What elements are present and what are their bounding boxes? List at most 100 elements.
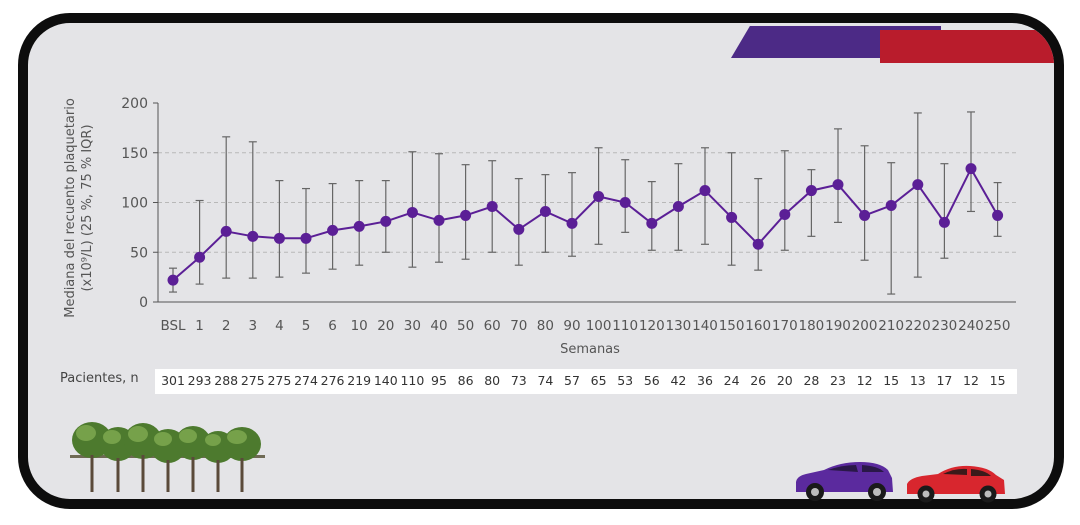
patients-count-100: 65: [590, 373, 607, 388]
iqr-bar-70: [514, 178, 523, 266]
x-tick-label-10: 10: [351, 318, 368, 334]
patients-count-2: 288: [214, 373, 239, 388]
x-tick-label-50: 50: [457, 318, 474, 334]
y-tick-label-100: 100: [121, 196, 148, 212]
median-point-180: [805, 185, 817, 197]
median-point-240: [965, 163, 977, 175]
trees-illustration: [70, 422, 265, 492]
iqr-bar-160: [754, 178, 763, 271]
median-point-250: [992, 209, 1004, 221]
median-point-10: [353, 220, 365, 232]
median-point-90: [566, 217, 578, 229]
y-tick-label-50: 50: [130, 245, 148, 261]
x-tick-label-250: 250: [985, 318, 1011, 334]
iqr-bar-210: [887, 162, 896, 295]
patients-count-60: 80: [484, 373, 501, 388]
iqr-bar-1: [195, 199, 204, 285]
patients-count-1: 293: [187, 373, 212, 388]
iqr-bar-250: [993, 182, 1002, 237]
median-point-20: [380, 215, 392, 227]
y-tick-label-150: 150: [121, 146, 148, 162]
x-tick-label-180: 180: [799, 318, 825, 334]
x-tick-label-6: 6: [328, 318, 337, 334]
median-point-1: [194, 251, 206, 263]
iqr-bar-110: [621, 159, 630, 233]
iqr-bar-40: [435, 153, 443, 263]
patients-count-140: 36: [697, 373, 713, 388]
median-point-80: [539, 205, 551, 217]
median-point-190: [832, 179, 844, 191]
iqr-bar-170: [780, 150, 789, 251]
axes: [153, 102, 1016, 303]
x-tick-label-240: 240: [958, 318, 984, 334]
x-tick-label-210: 210: [878, 318, 904, 334]
iqr-bar-150: [727, 152, 736, 266]
y-axis-label-line-2: (x10⁹/L) (25 %, 75 % IQR): [80, 124, 95, 291]
median-point-30: [406, 206, 418, 218]
patients-count-230: 17: [936, 373, 953, 388]
patients-count-130: 42: [670, 373, 687, 388]
patients-count-160: 26: [750, 373, 767, 388]
x-tick-label-130: 130: [666, 318, 692, 334]
median-point-210: [885, 199, 897, 211]
iqr-bar-4: [275, 180, 284, 278]
patients-label: Pacientes, n: [60, 371, 139, 386]
iqr-bar-90: [568, 172, 576, 257]
patients-values-bar: 301 293 288 275 275 274 276 219 140 110 95 86 80 73 74…: [155, 369, 1017, 394]
median-point-4: [273, 232, 285, 244]
median-point-130: [672, 200, 684, 212]
median-point-BSL: [167, 274, 179, 286]
iqr-bar-240: [967, 111, 975, 213]
patients-count-6: 276: [320, 373, 345, 388]
median-point-140: [699, 185, 711, 197]
x-axis-label: Semanas: [560, 342, 620, 357]
patients-count-3: 275: [240, 373, 265, 388]
x-tick-label-80: 80: [537, 318, 554, 334]
x-tick-label-40: 40: [430, 318, 447, 334]
iqr-bar-200: [860, 145, 869, 261]
median-point-50: [460, 209, 472, 221]
x-tick-label-3: 3: [249, 318, 258, 334]
x-tick-label-140: 140: [692, 318, 718, 334]
median-point-70: [513, 223, 525, 235]
patients-count-220: 13: [909, 373, 926, 388]
iqr-bar-2: [222, 136, 231, 279]
red-car-illustration: [907, 465, 1005, 503]
x-tick-label-190: 190: [825, 318, 851, 334]
y-tick-label-0: 0: [139, 295, 148, 311]
patients-count-4: 275: [267, 373, 292, 388]
median-point-100: [593, 191, 605, 203]
median-point-3: [247, 230, 259, 242]
x-tick-label-170: 170: [772, 318, 798, 334]
median-point-6: [327, 224, 339, 236]
median-point-120: [646, 217, 658, 229]
x-tick-label-90: 90: [563, 318, 580, 334]
iqr-bar-220: [913, 112, 922, 278]
y-axis-label-line-1: Mediana del recuento plaquetario: [63, 98, 78, 318]
iqr-bar-180: [807, 169, 816, 237]
y-tick-label-200: 200: [121, 96, 148, 112]
patients-count-40: 95: [431, 373, 447, 388]
patients-count-170: 20: [776, 373, 793, 388]
x-tick-label-1: 1: [195, 318, 204, 334]
patients-count-150: 24: [723, 373, 740, 388]
patients-count-90: 57: [564, 373, 580, 388]
x-tick-label-30: 30: [404, 318, 421, 334]
x-tick-label-120: 120: [639, 318, 665, 334]
x-tick-label-110: 110: [612, 318, 638, 334]
median-point-150: [726, 211, 738, 223]
iqr-bar-230: [940, 163, 949, 259]
median-series-line: [172, 166, 999, 281]
iqr-bar-120: [647, 181, 656, 251]
patients-count-5: 274: [294, 373, 318, 388]
patients-count-210: 15: [883, 373, 900, 388]
median-point-60: [486, 200, 498, 212]
brand-stripe-red: [880, 30, 1054, 63]
patients-count-70: 73: [510, 373, 527, 388]
axis-labels: 0 50 100 150 200 BSL 1 2 3 4 5 6 10 20 30 40 50 60 70 80 90 1…: [63, 96, 1010, 357]
x-tick-label-5: 5: [302, 318, 311, 334]
patients-count-180: 28: [803, 373, 820, 388]
patients-count-250: 15: [989, 373, 1006, 388]
x-tick-label-4: 4: [275, 318, 284, 334]
patients-row: Pacientes, n 301 293 288 275 275 274 276 219 140…: [60, 369, 1020, 394]
